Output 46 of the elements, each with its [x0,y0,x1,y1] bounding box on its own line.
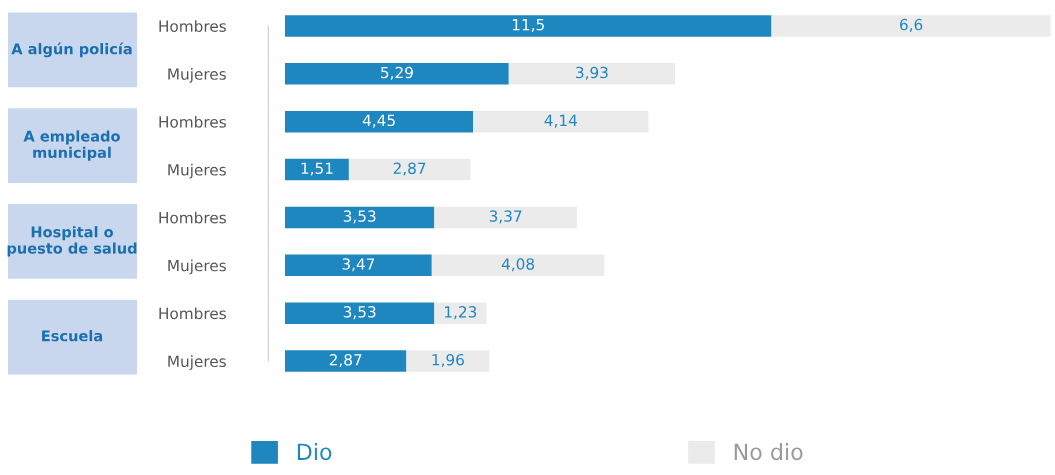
data-label: 11,5 [512,19,544,32]
legend-label: Dio [297,442,332,461]
bar [434,206,577,229]
bar [348,158,471,181]
bar [285,206,435,229]
bar [285,350,407,372]
data-label: 4,14 [544,114,577,128]
data-label: 1,51 [301,162,333,176]
data-label: 3,53 [343,210,376,224]
bar [508,63,676,85]
data-label: 3,93 [576,66,608,80]
bar [406,350,490,372]
data-label: 4,45 [362,114,395,128]
data-label: 1,23 [445,306,477,320]
data-label: 6,6 [900,18,923,32]
y-tick-label: Hombres [159,20,226,32]
bar [285,15,772,37]
bar [771,15,1051,37]
data-label: 2,87 [393,162,426,176]
y-tick-label: Mujeres [168,68,226,83]
data-label: 1,96 [432,353,464,368]
data-label: 4,08 [501,258,535,272]
bar [285,110,474,133]
y-tick-label: Hombres [159,115,226,128]
bar [285,63,509,85]
bar [285,302,435,324]
y-tick-label: Mujeres [168,259,226,275]
y-tick-label: Mujeres [168,355,226,371]
text: A empleado municipal [23,130,120,161]
y-tick-label: Hombres [159,211,226,224]
data-label: 5,29 [381,66,413,80]
text: Escuela [42,330,103,342]
text: A algún policía [11,42,132,58]
bar [285,158,349,181]
legend-label: No dio [734,442,803,461]
bar [473,110,649,133]
text: Hospital o puesto de salud [7,226,137,257]
bar [431,254,605,277]
y-tick-label: Hombres [159,307,226,320]
data-label: 2,87 [329,353,362,368]
bar [285,254,432,277]
bar [434,302,487,324]
data-label: 3,37 [489,210,522,224]
data-label: 3,47 [342,258,375,272]
data-label: 3,53 [343,306,376,320]
y-tick-label: Mujeres [168,163,226,179]
